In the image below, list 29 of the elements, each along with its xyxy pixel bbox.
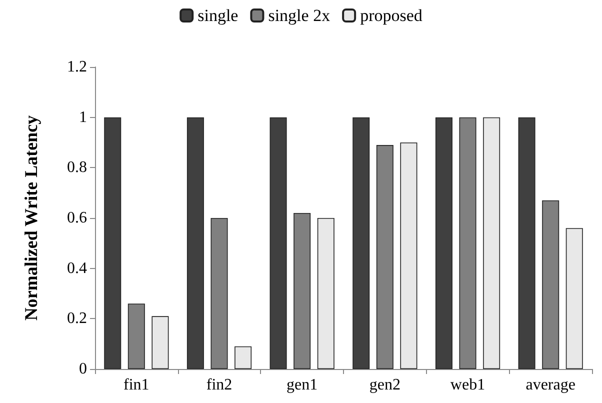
x-tick-label: fin1 [124, 376, 150, 394]
legend-label: single 2x [268, 6, 331, 25]
x-tick-label: web1 [450, 376, 486, 394]
bar [435, 117, 452, 369]
bar [270, 117, 287, 369]
x-tick-label: fin2 [206, 376, 232, 394]
y-tick-label: 0.4 [67, 260, 87, 277]
bar [186, 117, 204, 369]
x-tick-label: average [526, 376, 576, 394]
legend-label: proposed [360, 6, 423, 25]
bar [352, 117, 370, 369]
y-tick-label: 0.6 [67, 210, 87, 226]
y-tick-label: 0.8 [67, 159, 87, 176]
legend-label: single [198, 6, 238, 25]
bar [317, 218, 334, 369]
bar [152, 316, 169, 369]
x-tick-label: gen2 [369, 376, 400, 394]
y-tick-label: 0 [79, 360, 87, 378]
bar [234, 346, 252, 369]
x-tick-label: gen1 [286, 376, 318, 394]
y-tick-label: 1 [79, 108, 87, 126]
y-axis-title: Normalized Write Latency [21, 115, 41, 321]
bar [104, 117, 122, 369]
y-tick-label: 1.2 [67, 58, 87, 76]
bar [566, 228, 583, 369]
bar [518, 117, 536, 369]
bar [400, 142, 418, 369]
bar [483, 117, 500, 369]
y-tick-label: 0.2 [67, 310, 87, 328]
